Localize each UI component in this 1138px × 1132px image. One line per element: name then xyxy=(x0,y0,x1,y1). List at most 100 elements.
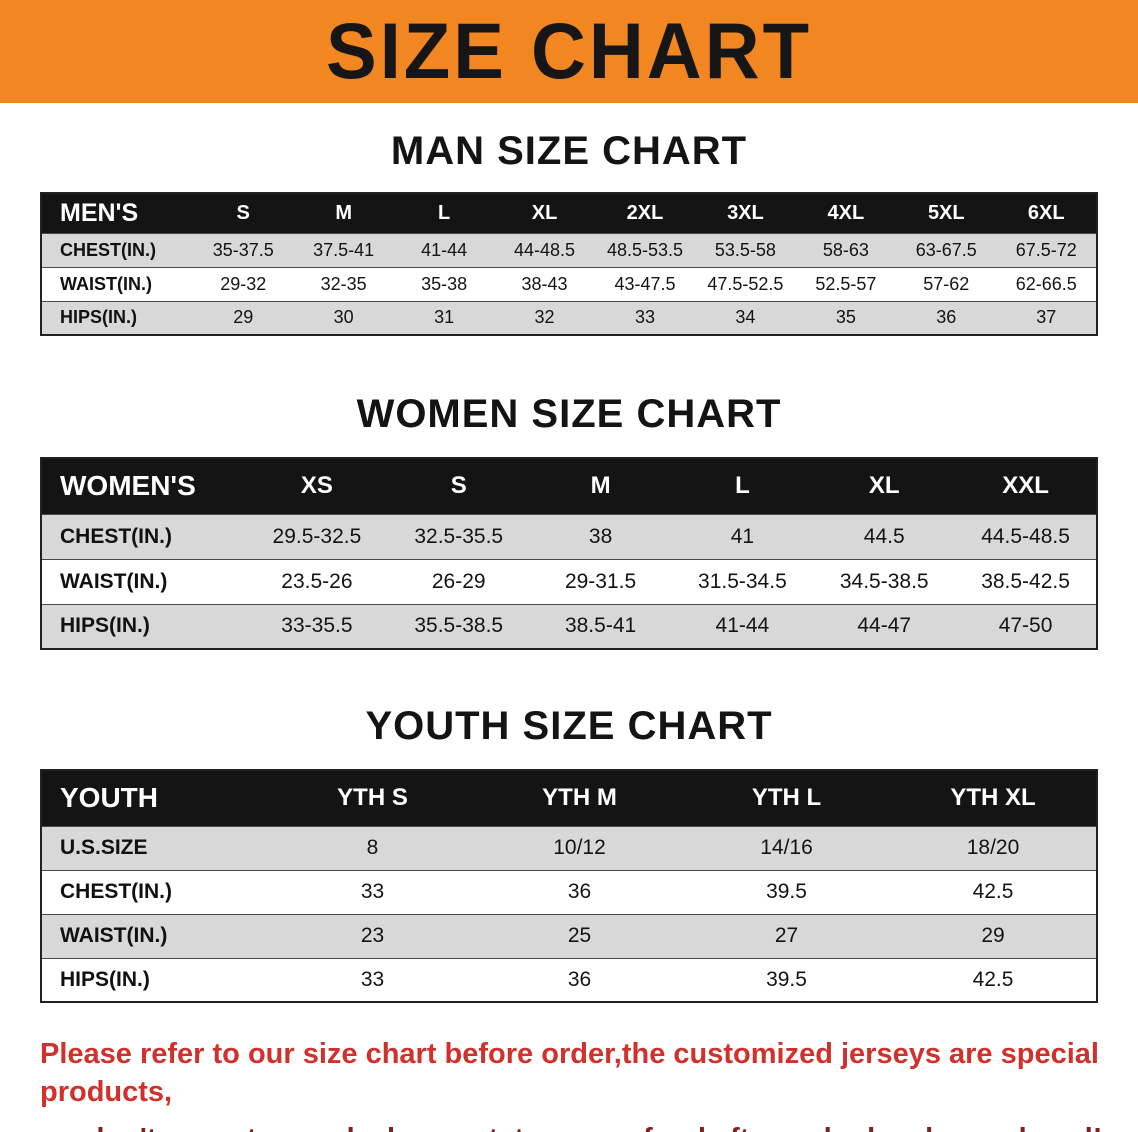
size-value-cell: 35-37.5 xyxy=(212,239,274,260)
size-value-cell: 29 xyxy=(233,307,254,328)
women-size-section: WOMEN SIZE CHART WOMEN'S XS S M L XL XXL CHEST(… xyxy=(0,392,1138,650)
size-column-header: YTH S xyxy=(269,770,476,826)
table-header-row: YOUTH YTH S YTH M YTH L YTH XL xyxy=(41,770,1097,826)
size-value-cell: 44-47 xyxy=(857,614,912,638)
size-value-cell: 35 xyxy=(835,307,856,328)
size-column-header: S xyxy=(387,458,530,514)
row-label: WAIST(IN.) xyxy=(60,924,168,947)
row-label: WAIST(IN.) xyxy=(60,273,152,294)
size-value-cell: 42.5 xyxy=(972,880,1014,903)
size-value-cell: 30 xyxy=(333,307,354,328)
size-value-cell: 37.5-41 xyxy=(313,239,375,260)
size-value-cell: 35.5-38.5 xyxy=(414,614,504,638)
row-label: WAIST(IN.) xyxy=(60,569,168,593)
size-value-cell: 25 xyxy=(567,924,592,947)
size-value-cell: 36 xyxy=(567,880,592,903)
size-value-cell: 67.5-72 xyxy=(1015,239,1077,260)
size-column-header: 5XL xyxy=(896,193,997,233)
size-column-header: L xyxy=(671,458,814,514)
size-value-cell: 44-48.5 xyxy=(514,239,576,260)
size-value-cell: 34 xyxy=(735,307,756,328)
table-row: U.S.SIZE 8 10/12 14/16 18/20 xyxy=(41,826,1097,870)
note-line-2: we don't accept cancel, change, teturn o… xyxy=(40,1120,1118,1132)
size-chart-banner: SIZE CHART xyxy=(0,0,1138,103)
table-corner-label: WOMEN'S xyxy=(41,458,246,514)
size-value-cell: 37 xyxy=(1036,307,1057,328)
size-value-cell: 41-44 xyxy=(715,614,770,638)
size-column-header: YTH XL xyxy=(890,770,1097,826)
size-column-header: YTH L xyxy=(683,770,890,826)
size-value-cell: 29.5-32.5 xyxy=(272,524,362,548)
size-value-cell: 62-66.5 xyxy=(1015,273,1077,294)
size-value-cell: 38 xyxy=(588,524,613,548)
size-value-cell: 44.5-48.5 xyxy=(981,524,1070,548)
size-value-cell: 33 xyxy=(634,307,655,328)
table-row: HIPS(IN.) 29 30 31 32 33 34 35 36 37 xyxy=(41,301,1097,335)
size-value-cell: 36 xyxy=(936,307,957,328)
disclaimer-note: Please refer to our size chart before or… xyxy=(40,1035,1118,1132)
size-column-header: XL xyxy=(494,193,595,233)
banner-title: SIZE CHART xyxy=(326,6,812,96)
size-value-cell: 53.5-58 xyxy=(714,239,776,260)
note-line-1: Please refer to our size chart before or… xyxy=(40,1038,1099,1109)
table-corner-label: YOUTH xyxy=(41,770,269,826)
table-row: CHEST(IN.) 35-37.5 37.5-41 41-44 44-48.5 48.5… xyxy=(41,233,1097,267)
size-value-cell: 29-32 xyxy=(220,273,267,294)
men-section-title: MAN SIZE CHART xyxy=(390,129,748,173)
size-value-cell: 14/16 xyxy=(760,836,813,859)
size-value-cell: 31.5-34.5 xyxy=(698,569,787,593)
size-value-cell: 29-31.5 xyxy=(564,569,637,593)
size-column-header: YTH M xyxy=(476,770,683,826)
size-value-cell: 36 xyxy=(567,967,592,991)
table-row: WAIST(IN.) 23.5-26 26-29 29-31.5 31.5-34.5 34… xyxy=(41,559,1097,604)
size-value-cell: 35-38 xyxy=(421,273,468,294)
size-column-header: S xyxy=(193,193,294,233)
size-column-header: M xyxy=(529,458,672,514)
size-value-cell: 33-35.5 xyxy=(281,614,353,638)
size-value-cell: 52.5-57 xyxy=(815,273,877,294)
size-value-cell: 38-43 xyxy=(521,273,568,294)
size-column-header: 3XL xyxy=(695,193,796,233)
table-row: HIPS(IN.) 33 36 39.5 42.5 xyxy=(41,958,1097,1002)
size-value-cell: 48.5-53.5 xyxy=(606,239,683,260)
size-value-cell: 47-50 xyxy=(998,614,1053,638)
table-row: WAIST(IN.) 23 25 27 29 xyxy=(41,914,1097,958)
size-value-cell: 43-47.5 xyxy=(614,273,676,294)
table-row: CHEST(IN.) 29.5-32.5 32.5-35.5 38 41 44.5 44.5… xyxy=(41,514,1097,559)
size-value-cell: 39.5 xyxy=(766,967,807,991)
size-column-header: 6XL xyxy=(996,193,1097,233)
size-value-cell: 33 xyxy=(360,880,385,903)
size-value-cell: 58-63 xyxy=(822,239,869,260)
row-label: CHEST(IN.) xyxy=(60,880,172,903)
size-value-cell: 33 xyxy=(360,967,385,991)
size-value-cell: 10/12 xyxy=(553,836,606,859)
size-value-cell: 26-29 xyxy=(431,569,486,593)
size-column-header: XL xyxy=(813,458,956,514)
size-value-cell: 18/20 xyxy=(966,836,1020,859)
youth-size-table: YOUTH YTH S YTH M YTH L YTH XL U.S.SIZE 8 10/12… xyxy=(40,769,1098,1003)
table-row: WAIST(IN.) 29-32 32-35 35-38 38-43 43-47.5 47.… xyxy=(41,267,1097,301)
women-section-title: WOMEN SIZE CHART xyxy=(356,392,782,436)
row-label: U.S.SIZE xyxy=(60,836,148,859)
size-value-cell: 41 xyxy=(730,524,755,548)
size-value-cell: 63-67.5 xyxy=(915,239,977,260)
table-corner-label: MEN'S xyxy=(41,193,193,233)
row-label: CHEST(IN.) xyxy=(60,524,172,548)
row-label: HIPS(IN.) xyxy=(60,614,150,638)
size-value-cell: 23 xyxy=(360,924,385,947)
size-value-cell: 27 xyxy=(774,924,799,947)
size-value-cell: 32 xyxy=(534,307,555,328)
size-column-header: L xyxy=(393,193,495,233)
row-label: CHEST(IN.) xyxy=(60,239,156,260)
table-header-row: MEN'S S M L XL 2XL 3XL 4XL 5XL 6XL xyxy=(41,193,1097,233)
women-size-table: WOMEN'S XS S M L XL XXL CHEST(IN.) 29.5-32.5 32.5… xyxy=(40,457,1098,650)
size-value-cell: 47.5-52.5 xyxy=(707,273,784,294)
size-value-cell: 8 xyxy=(366,836,379,859)
men-size-table: MEN'S S M L XL 2XL 3XL 4XL 5XL 6XL CHEST(IN.) 35-37… xyxy=(40,192,1098,336)
men-size-section: MAN SIZE CHART MEN'S S M L XL 2XL 3XL 4XL 5XL 6XL… xyxy=(0,129,1138,336)
size-column-header: M xyxy=(293,193,394,233)
size-value-cell: 31 xyxy=(434,307,455,328)
youth-section-title: YOUTH SIZE CHART xyxy=(365,704,773,748)
row-label: HIPS(IN.) xyxy=(60,967,150,991)
table-header-row: WOMEN'S XS S M L XL XXL xyxy=(41,458,1097,514)
